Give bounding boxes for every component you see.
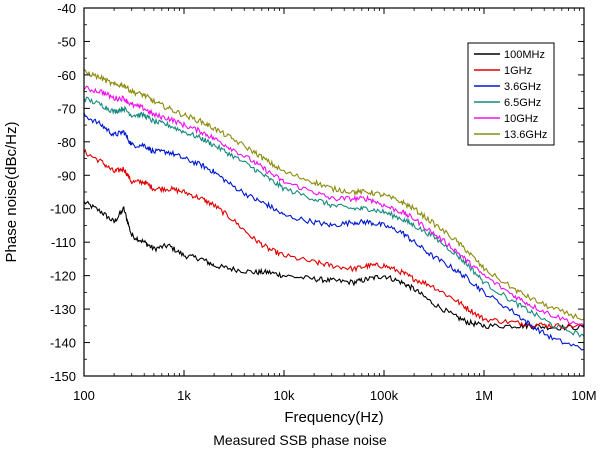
legend-label: 3.6GHz [504,81,541,93]
x-axis: 100 1k 10k 100k 1M 10M [73,8,597,403]
y-tick-label: -50 [57,34,76,49]
y-axis-title: Phase noise(dBc/Hz) [3,122,20,263]
series-line-13-6ghz [83,68,585,321]
y-tick-label: -70 [57,101,76,116]
y-tick-label: -150 [50,369,76,384]
y-tick-label: -90 [57,168,76,183]
y-axis: -150 -140 -130 -120 -110 -100 -90 -80 -70 -60 -50 -… [50,1,584,384]
x-tick-label: 100 [73,388,95,403]
series-line-6-5ghz [83,96,585,338]
y-tick-label: -110 [51,235,76,250]
x-tick-label: 1k [177,388,191,403]
figure-caption: Measured SSB phase noise [213,432,387,448]
series-line-10ghz [83,85,585,327]
legend-label: 1GHz [504,65,532,77]
y-tick-label: -120 [50,269,76,284]
series-line-3-6ghz [83,112,585,351]
legend: 100MHz 1GHz 3.6GHz 6.5GHz 10GHz 13.6GHz [467,42,555,146]
legend-box [467,42,555,146]
x-tick-label: 10k [274,388,295,403]
y-tick-label: -140 [50,336,76,351]
legend-label: 13.6GHz [504,129,547,141]
legend-label: 100MHz [504,49,545,61]
phase-noise-chart: 100 1k 10k 100k 1M 10M -150-140-130-120-110-1… [3,1,597,426]
x-tick-label: 100k [370,388,399,403]
y-tick-label: -100 [50,202,76,217]
x-tick-label: 10M [571,388,596,403]
series-line-1ghz [83,148,585,329]
legend-label: 6.5GHz [504,97,541,109]
legend-label: 10GHz [504,113,538,125]
x-axis-title: Frequency(Hz) [284,409,383,426]
y-tick-label: -40 [57,1,76,16]
y-tick-label: -60 [57,68,76,83]
y-tick-label: -130 [50,302,76,317]
y-tick-label: -80 [57,135,76,150]
x-tick-label: 1M [475,388,493,403]
series-layer [83,68,585,351]
series-line-100mhz [83,200,585,331]
